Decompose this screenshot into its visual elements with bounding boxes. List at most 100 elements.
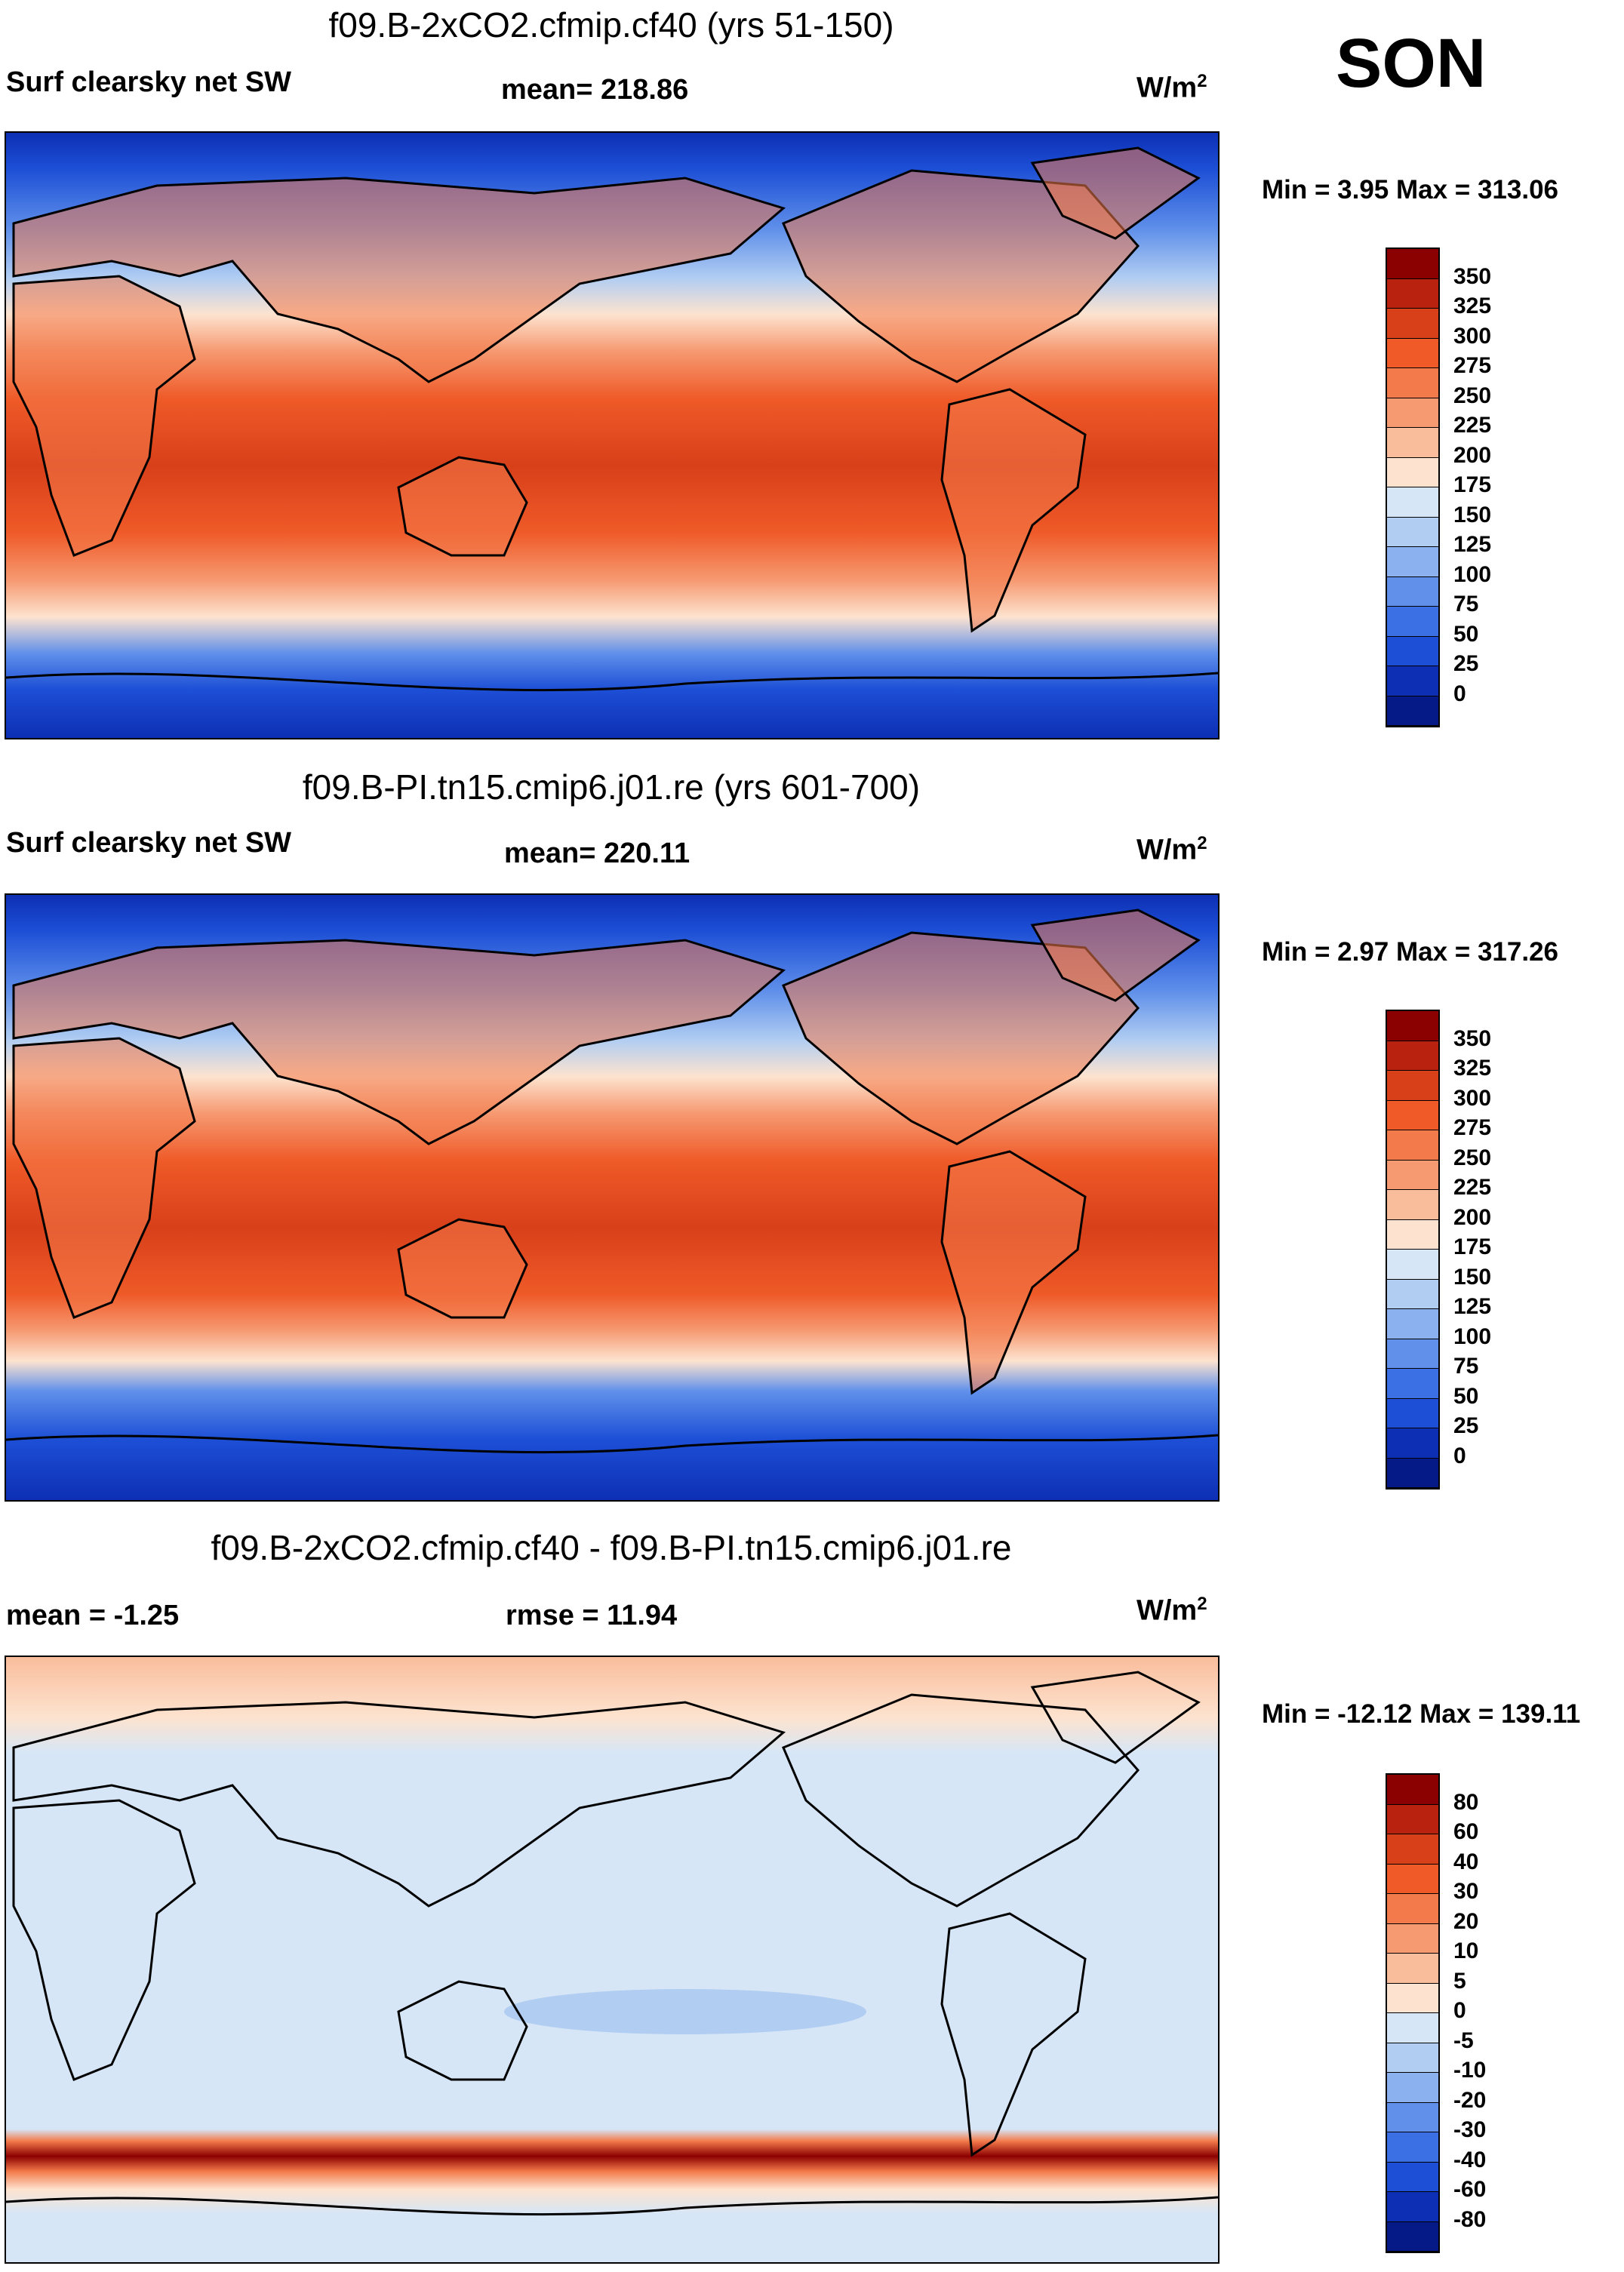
colorbar-tick-label: 325 xyxy=(1453,1056,1492,1081)
colorbar-tick-label: 225 xyxy=(1453,413,1492,438)
antarctica-outline xyxy=(6,2196,1218,2216)
africa-outline xyxy=(12,275,196,557)
panel-1-map-svg xyxy=(6,133,1218,738)
colorbar-tick-label: 350 xyxy=(1453,1025,1492,1051)
colorbar-segment xyxy=(1387,1775,1438,1805)
colorbar-segment xyxy=(1387,2221,1438,2252)
colorbar-tick-label: 30 xyxy=(1453,1879,1479,1904)
colorbar-tick-label: 25 xyxy=(1453,651,1479,676)
colorbar-tick-label: 225 xyxy=(1453,1175,1492,1200)
colorbar-tick-label: 325 xyxy=(1453,294,1492,318)
colorbar-segment xyxy=(1387,2192,1438,2222)
colorbar-segment xyxy=(1387,1864,1438,1894)
panel-2-map-svg xyxy=(6,895,1218,1500)
north-america-outline xyxy=(782,1693,1140,1908)
colorbar-tick-label: 75 xyxy=(1453,592,1479,616)
colorbar-tick-label: 275 xyxy=(1453,353,1492,378)
colorbar-tick-label: 200 xyxy=(1453,1204,1492,1230)
colorbar-segment xyxy=(1387,696,1438,726)
colorbar-tick-label: 175 xyxy=(1453,1234,1492,1259)
panel-2-colorbar xyxy=(1386,1010,1440,1490)
panel-3-rmse-label: rmse = 11.94 xyxy=(506,1600,678,1631)
colorbar-segment xyxy=(1387,368,1438,398)
colorbar-segment xyxy=(1387,1309,1438,1339)
colorbar-tick-label: 60 xyxy=(1453,1819,1479,1844)
colorbar-segment xyxy=(1387,1339,1438,1369)
panel-3-map xyxy=(5,1656,1220,2264)
colorbar-segment xyxy=(1387,278,1438,309)
colorbar-tick-label: -80 xyxy=(1453,2206,1487,2232)
colorbar-tick-label: 0 xyxy=(1453,681,1466,706)
panel-3-mean-label: mean = -1.25 xyxy=(6,1600,180,1631)
panel-2-mean-label: mean= 220.11 xyxy=(504,838,691,869)
colorbar-segment xyxy=(1387,1894,1438,1924)
australia-outline xyxy=(397,1980,528,2081)
colorbar-segment xyxy=(1387,607,1438,637)
africa-outline xyxy=(12,1799,196,2081)
antarctica-outline xyxy=(6,672,1218,692)
colorbar-segment xyxy=(1387,1983,1438,2013)
colorbar-tick-label: 0 xyxy=(1453,1443,1466,1468)
colorbar-tick-label: 10 xyxy=(1453,1938,1479,1963)
panel-3-units-base: W/m xyxy=(1136,1594,1198,1627)
colorbar-tick-label: 50 xyxy=(1453,621,1479,647)
panel-3-units-exp: 2 xyxy=(1197,1594,1207,1614)
panel-1-variable-label: Surf clearsky net SW xyxy=(6,66,292,98)
north-america-outline xyxy=(782,169,1140,383)
panel-2-units: W/m2 xyxy=(1136,833,1207,867)
colorbar-tick-label: 50 xyxy=(1453,1383,1479,1409)
australia-outline xyxy=(397,456,528,557)
colorbar-tick-label: 40 xyxy=(1453,1849,1479,1874)
panel-1-title: f09.B-2xCO2.cfmip.cf40 (yrs 51-150) xyxy=(328,5,894,45)
colorbar-segment xyxy=(1387,2073,1438,2103)
colorbar-segment xyxy=(1387,2102,1438,2132)
panel-3-negative-anomaly xyxy=(504,1989,866,2034)
season-label: SON xyxy=(1336,25,1487,102)
panel-3-title: f09.B-2xCO2.cfmip.cf40 - f09.B-PI.tn15.c… xyxy=(211,1528,1012,1567)
panel-3-field xyxy=(6,1657,1218,2262)
colorbar-tick-label: 125 xyxy=(1453,1294,1492,1319)
panel-1-units-exp: 2 xyxy=(1197,71,1207,91)
colorbar-tick-label: 125 xyxy=(1453,532,1492,557)
colorbar-segment xyxy=(1387,2043,1438,2073)
eurasia-outline xyxy=(12,1701,786,1908)
colorbar-segment xyxy=(1387,576,1438,607)
colorbar-segment xyxy=(1387,1011,1438,1041)
colorbar-tick-label: 80 xyxy=(1453,1789,1479,1815)
eurasia-outline xyxy=(12,177,786,383)
colorbar-segment xyxy=(1387,2162,1438,2192)
colorbar-segment xyxy=(1387,1071,1438,1101)
colorbar-segment xyxy=(1387,1428,1438,1459)
panel-2-units-base: W/m xyxy=(1136,834,1198,866)
colorbar-tick-label: 150 xyxy=(1453,1264,1492,1290)
south-america-outline xyxy=(940,1150,1087,1395)
panel-1-minmax: Min = 3.95 Max = 313.06 xyxy=(1262,175,1559,204)
colorbar-segment xyxy=(1387,1458,1438,1488)
colorbar-tick-label: 300 xyxy=(1453,323,1492,349)
colorbar-segment xyxy=(1387,636,1438,666)
colorbar-segment xyxy=(1387,338,1438,368)
colorbar-segment xyxy=(1387,2132,1438,2163)
south-america-outline xyxy=(940,388,1087,633)
colorbar-tick-label: 300 xyxy=(1453,1085,1492,1111)
colorbar-tick-label: 100 xyxy=(1453,1324,1492,1349)
antarctica-outline xyxy=(6,1434,1218,1454)
panel-1-map xyxy=(5,131,1220,739)
colorbar-tick-label: 20 xyxy=(1453,1908,1479,1934)
colorbar-segment xyxy=(1387,309,1438,339)
colorbar-segment xyxy=(1387,1398,1438,1428)
panel-2-minmax: Min = 2.97 Max = 317.26 xyxy=(1262,937,1559,967)
panel-3-minmax: Min = -12.12 Max = 139.11 xyxy=(1262,1699,1581,1729)
greenland-outline xyxy=(1030,908,1201,1002)
greenland-outline xyxy=(1030,146,1201,240)
colorbar-tick-label: 250 xyxy=(1453,383,1492,408)
colorbar-tick-label: 350 xyxy=(1453,263,1492,289)
colorbar-segment xyxy=(1387,1130,1438,1161)
colorbar-segment xyxy=(1387,1369,1438,1399)
colorbar-segment xyxy=(1387,1160,1438,1190)
panel-2-map xyxy=(5,893,1220,1502)
australia-outline xyxy=(397,1218,528,1319)
greenland-outline xyxy=(1030,1671,1201,1764)
colorbar-segment xyxy=(1387,2013,1438,2043)
colorbar-segment xyxy=(1387,398,1438,428)
